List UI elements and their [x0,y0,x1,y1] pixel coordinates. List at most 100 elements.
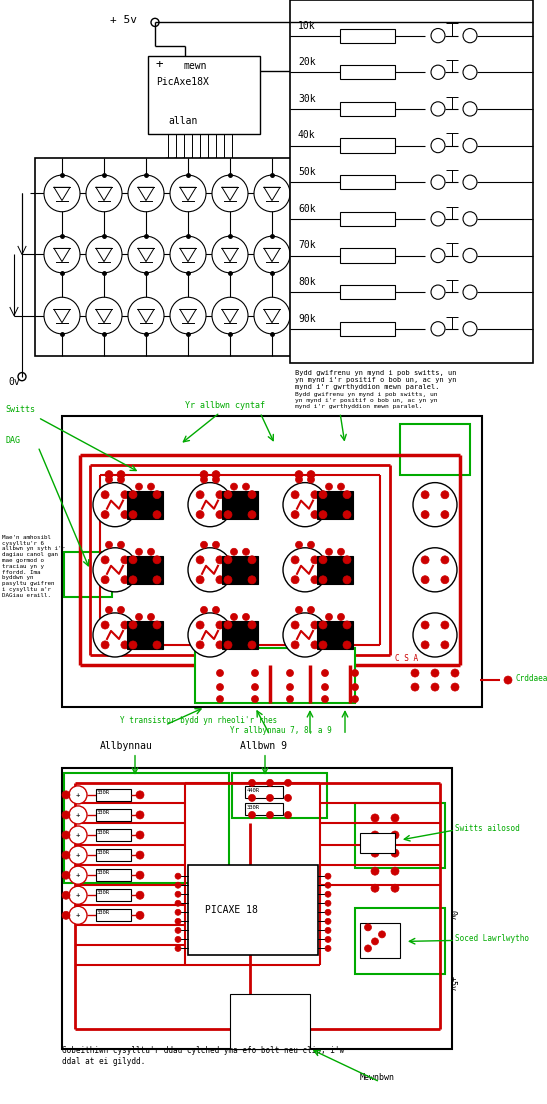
Bar [96,829,131,841]
Circle shape [391,814,399,822]
Circle shape [291,622,299,629]
Circle shape [371,814,379,822]
Circle shape [325,873,331,879]
Circle shape [413,613,457,657]
Circle shape [196,556,204,564]
Circle shape [319,641,327,649]
Circle shape [343,511,351,519]
Circle shape [248,490,256,499]
Circle shape [325,484,333,490]
Circle shape [337,614,345,620]
Circle shape [311,491,319,499]
Circle shape [431,138,445,152]
Circle shape [117,470,125,479]
Circle shape [322,696,329,702]
Bar [245,786,283,798]
Bar [340,285,395,299]
Circle shape [175,891,181,898]
Circle shape [69,906,87,924]
Circle shape [129,620,137,629]
Circle shape [441,556,449,564]
Circle shape [364,945,371,952]
Text: 330R: 330R [97,911,110,915]
Circle shape [319,555,327,564]
Bar [317,555,353,584]
Circle shape [212,176,248,212]
Circle shape [295,476,302,484]
Circle shape [101,622,109,629]
Text: 0v: 0v [8,376,20,386]
Circle shape [371,867,379,875]
Circle shape [325,891,331,898]
Circle shape [307,606,315,614]
Circle shape [101,491,109,499]
Circle shape [69,806,87,824]
Circle shape [325,936,331,943]
Circle shape [252,696,259,702]
Text: Mae'n amhosibl
cysylltu'r 6
allbwn yn syth i'r
dagiau canol gan
mae gormod o
tra: Mae'n amhosibl cysylltu'r 6 allbwn yn sy… [2,534,65,597]
Bar [360,923,400,958]
Circle shape [463,285,477,299]
Circle shape [311,556,319,564]
Circle shape [128,297,164,333]
Circle shape [69,887,87,904]
Circle shape [101,575,109,584]
Circle shape [118,476,125,484]
Bar [96,789,131,800]
Circle shape [136,790,144,799]
Text: Y transistor bydd yn rheoli'r rhes: Y transistor bydd yn rheoli'r rhes [120,716,277,725]
Circle shape [217,669,224,677]
Text: +: + [76,811,80,818]
Text: allan: allan [168,116,197,126]
Circle shape [242,484,249,490]
Circle shape [441,640,449,649]
Circle shape [105,470,113,479]
Circle shape [287,669,294,677]
Bar [195,648,355,703]
Bar [290,0,533,363]
Circle shape [322,669,329,677]
Circle shape [224,555,232,564]
Circle shape [266,811,274,818]
Circle shape [451,683,459,691]
Circle shape [319,490,327,499]
Circle shape [325,549,333,555]
Circle shape [411,683,419,691]
Text: Bydd gwifrenu yn mynd i pob switts, un
yn mynd i'r positif o bob un, ac yn yn
my: Bydd gwifrenu yn mynd i pob switts, un y… [295,370,457,390]
Circle shape [371,849,379,857]
Circle shape [311,622,319,629]
Bar [340,65,395,79]
Circle shape [224,490,232,499]
Circle shape [463,102,477,116]
Bar [355,909,445,974]
Circle shape [266,795,274,802]
Circle shape [421,556,429,564]
Circle shape [371,831,379,839]
Bar [35,158,305,357]
Circle shape [118,541,125,549]
Bar [96,889,131,901]
Bar [188,866,318,955]
Circle shape [153,576,161,584]
Circle shape [291,556,299,564]
Circle shape [431,669,439,677]
Circle shape [224,511,232,519]
Circle shape [441,510,449,519]
Circle shape [295,470,303,479]
Circle shape [212,606,219,614]
Circle shape [175,882,181,889]
Circle shape [463,65,477,79]
Circle shape [291,510,299,519]
Circle shape [284,779,292,786]
Circle shape [121,510,129,519]
Circle shape [129,641,137,649]
Circle shape [322,683,329,691]
Bar [62,416,482,708]
Circle shape [352,683,358,691]
Text: 50k: 50k [298,167,316,177]
Circle shape [136,911,144,920]
Circle shape [121,640,129,649]
Text: Crddaear: Crddaear [515,675,547,683]
Circle shape [391,831,399,839]
Circle shape [129,576,137,584]
